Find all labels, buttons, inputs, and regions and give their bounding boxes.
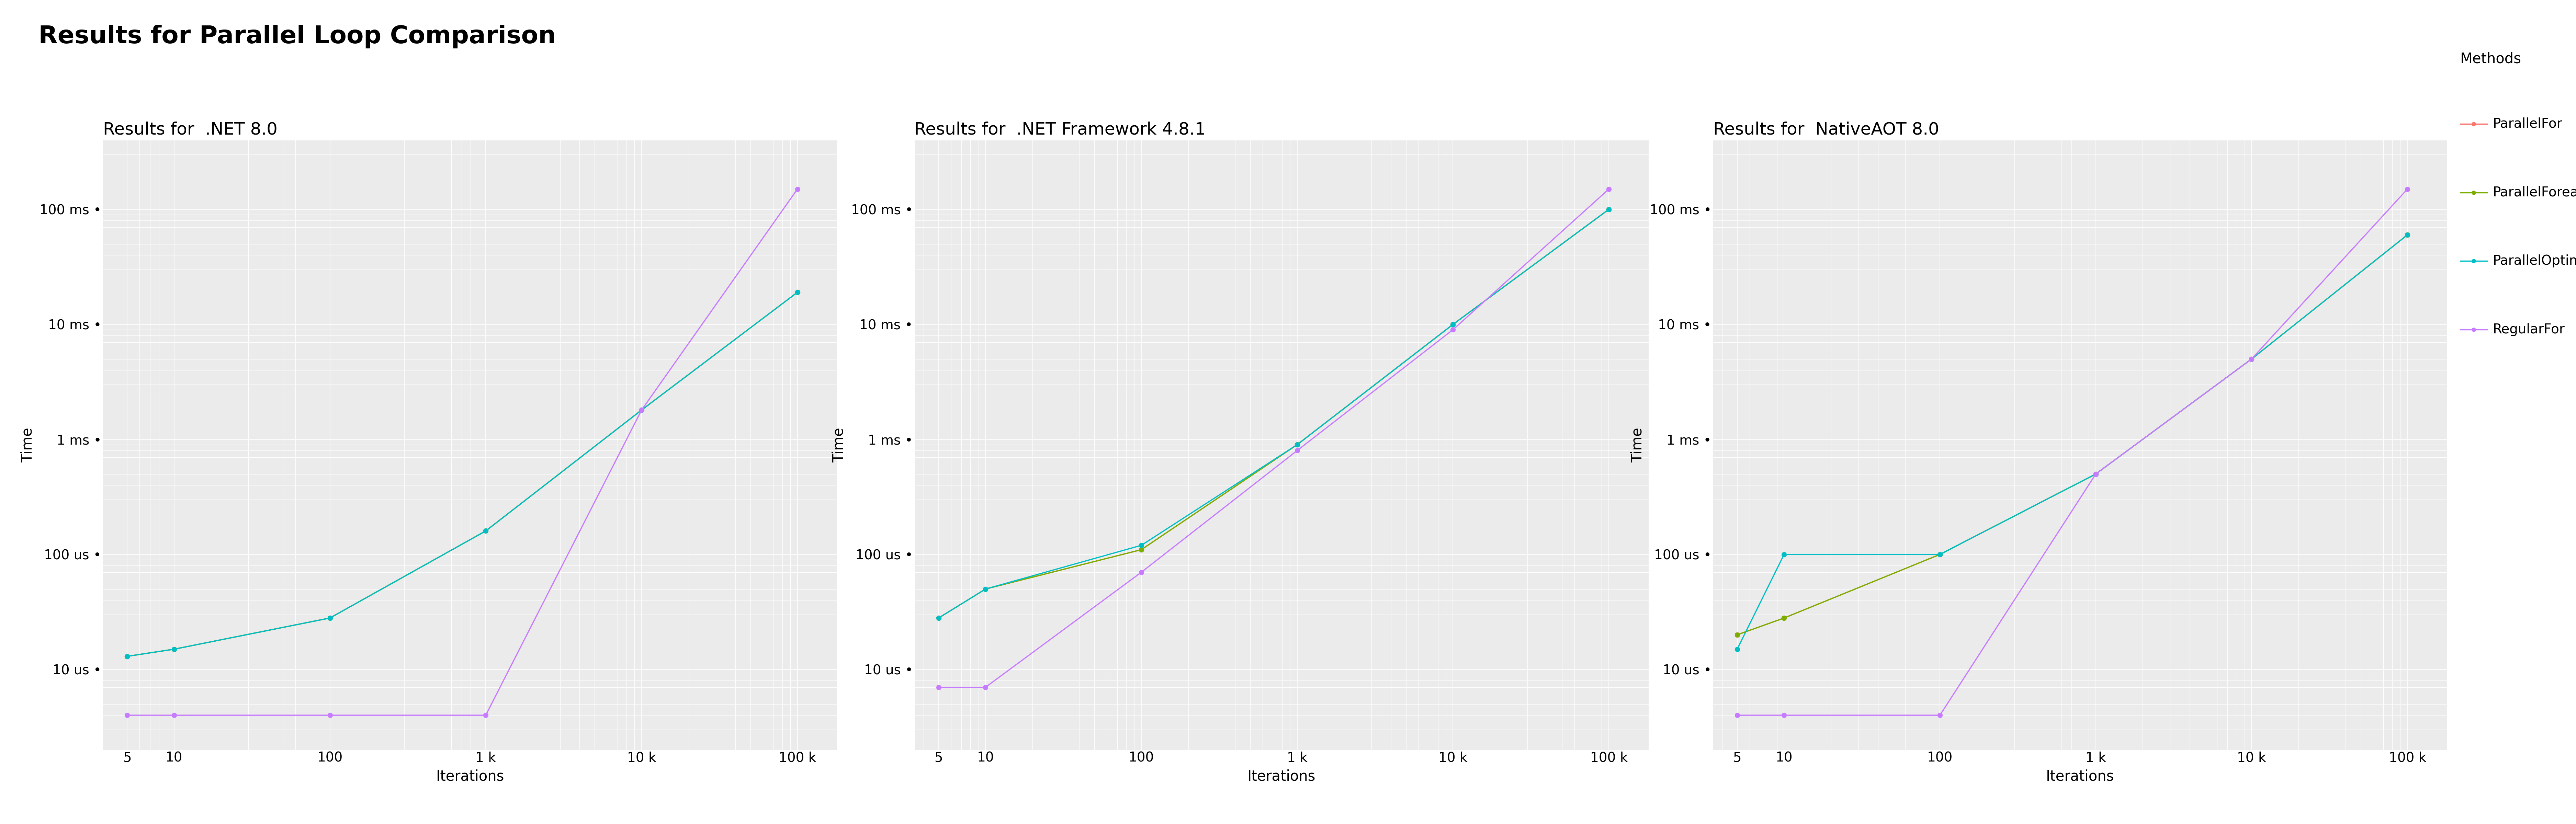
Text: Results for  .NET 8.0: Results for .NET 8.0	[103, 121, 278, 138]
Text: ParallelForeach: ParallelForeach	[2494, 186, 2576, 199]
Text: ParallelFor: ParallelFor	[2494, 117, 2563, 130]
Text: RegularFor: RegularFor	[2494, 323, 2566, 336]
Text: Results for  .NET Framework 4.8.1: Results for .NET Framework 4.8.1	[914, 121, 1206, 138]
Text: ParallelOptimizedForSmallOperations: ParallelOptimizedForSmallOperations	[2494, 255, 2576, 268]
X-axis label: Iterations: Iterations	[2045, 770, 2115, 784]
Text: Results for Parallel Loop Comparison: Results for Parallel Loop Comparison	[39, 25, 556, 49]
X-axis label: Iterations: Iterations	[435, 770, 505, 784]
Text: Results for  NativeAOT 8.0: Results for NativeAOT 8.0	[1713, 121, 1940, 138]
Y-axis label: Time: Time	[1631, 428, 1643, 462]
X-axis label: Iterations: Iterations	[1247, 770, 1316, 784]
Y-axis label: Time: Time	[832, 428, 845, 462]
Y-axis label: Time: Time	[21, 428, 33, 462]
Text: Methods: Methods	[2460, 51, 2522, 66]
